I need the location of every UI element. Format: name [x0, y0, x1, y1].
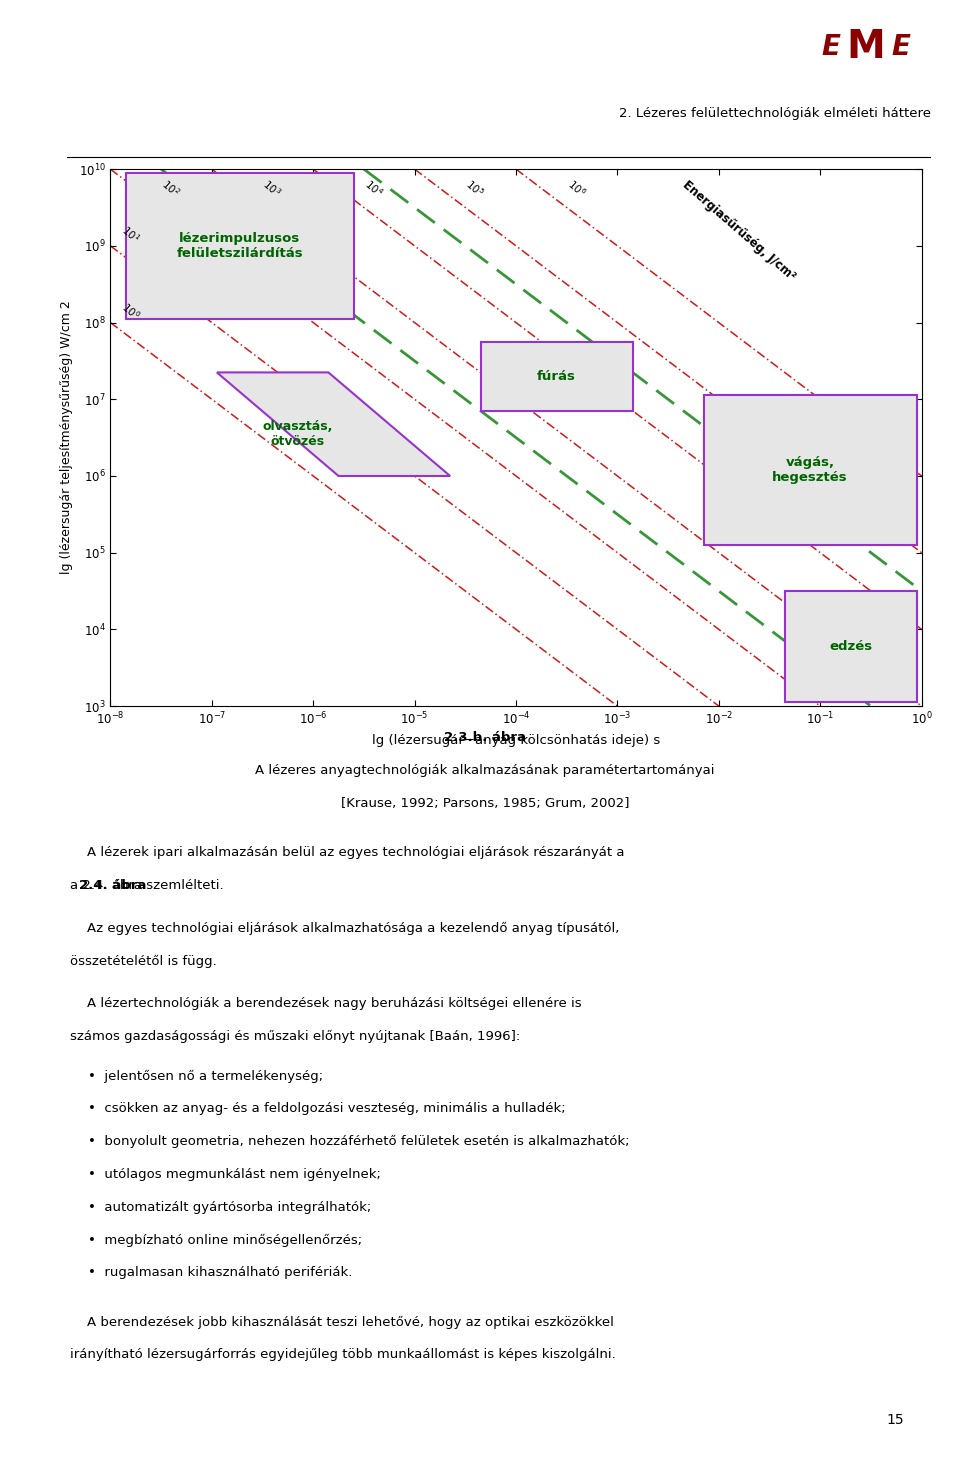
Text: •  megbízható online minőségellenőrzés;: • megbízható online minőségellenőrzés;	[87, 1234, 362, 1247]
Text: 2. Lézeres felülettechnológiák elméleti háttere: 2. Lézeres felülettechnológiák elméleti …	[619, 107, 931, 119]
Text: E: E	[822, 32, 841, 62]
Text: irányítható lézersugárforrás egyidejűleg több munkaállomást is képes kiszolgálni: irányítható lézersugárforrás egyidejűleg…	[70, 1349, 615, 1362]
Text: 2.3.b. ábra: 2.3.b. ábra	[444, 731, 526, 744]
Text: $10^{5}$: $10^{5}$	[464, 177, 487, 200]
Text: edzés: edzés	[829, 640, 873, 653]
Text: $10^{3}$: $10^{3}$	[260, 177, 284, 200]
Text: A berendezések jobb kihasználását teszi lehetővé, hogy az optikai eszközökkel: A berendezések jobb kihasználását teszi …	[70, 1315, 613, 1328]
Text: [Krause, 1992; Parsons, 1985; Grum, 2002]: [Krause, 1992; Parsons, 1985; Grum, 2002…	[341, 797, 629, 811]
Text: számos gazdaságossági és műszaki előnyt nyújtanak [Baán, 1996]:: számos gazdaságossági és műszaki előnyt …	[70, 1030, 520, 1043]
Text: 15: 15	[887, 1414, 904, 1427]
Text: A lézertechnológiák a berendezések nagy beruházási költségei ellenére is: A lézertechnológiák a berendezések nagy …	[70, 997, 581, 1011]
Y-axis label: lg (lézersugár teljesítménysűrűség) W/cm 2: lg (lézersugár teljesítménysűrűség) W/cm…	[60, 300, 73, 575]
Text: $10^{2}$: $10^{2}$	[159, 177, 182, 200]
Text: A lézeres anyagtechnológiák alkalmazásának paramétertartományai: A lézeres anyagtechnológiák alkalmazásán…	[255, 765, 714, 777]
Text: M: M	[847, 28, 885, 66]
Text: 2.4. ábra: 2.4. ábra	[79, 880, 146, 893]
Text: •  automatizált gyártósorba integrálhatók;: • automatizált gyártósorba integrálhatók…	[87, 1200, 371, 1214]
Text: $10^{6}$: $10^{6}$	[564, 177, 588, 200]
Text: •  csökken az anyag- és a feldolgozási veszteség, minimális a hulladék;: • csökken az anyag- és a feldolgozási ve…	[87, 1102, 565, 1115]
Text: Energiasűrűség, J/cm²: Energiasűrűség, J/cm²	[680, 178, 798, 282]
Text: $10^{4}$: $10^{4}$	[362, 177, 386, 200]
Text: vágás,
hegesztés: vágás, hegesztés	[772, 456, 848, 484]
Text: $10^{1}$: $10^{1}$	[118, 222, 142, 246]
Bar	[784, 591, 917, 702]
X-axis label: lg (lézersugár−anyag kölcsönhatás ideje) s: lg (lézersugár−anyag kölcsönhatás ideje)…	[372, 734, 660, 747]
Bar	[704, 396, 917, 546]
Text: A lézerek ipari alkalmazásán belül az egyes technológiai eljárások részarányát a: A lézerek ipari alkalmazásán belül az eg…	[70, 846, 624, 859]
Polygon shape	[217, 372, 450, 477]
Text: összetételétől is függ.: összetételétől is függ.	[70, 955, 216, 968]
Text: lézerimpulzusos
felületszilárdítás: lézerimpulzusos felületszilárdítás	[177, 232, 303, 260]
Text: •  bonyolult geometria, nehezen hozzáférhető felületek esetén is alkalmazhatók;: • bonyolult geometria, nehezen hozzáférh…	[87, 1136, 629, 1149]
Text: •  rugalmasan kihasználható perifériák.: • rugalmasan kihasználható perifériák.	[87, 1267, 352, 1280]
Text: olvasztás,
ötvözés: olvasztás, ötvözés	[263, 419, 333, 447]
Bar	[481, 341, 633, 410]
Text: a 2.4. ábra szemlélteti.: a 2.4. ábra szemlélteti.	[70, 880, 224, 893]
Text: fúrás: fúrás	[538, 369, 576, 382]
Bar	[126, 174, 353, 319]
Text: •  jelentősen nő a termelékenység;: • jelentősen nő a termelékenység;	[87, 1069, 323, 1083]
Text: •  utólagos megmunkálást nem igényelnek;: • utólagos megmunkálást nem igényelnek;	[87, 1168, 380, 1181]
Text: E: E	[891, 32, 910, 62]
Text: Az egyes technológiai eljárások alkalmazhatósága a kezelendő anyag típusától,: Az egyes technológiai eljárások alkalmaz…	[70, 922, 619, 936]
Text: $10^{0}$: $10^{0}$	[118, 300, 142, 322]
